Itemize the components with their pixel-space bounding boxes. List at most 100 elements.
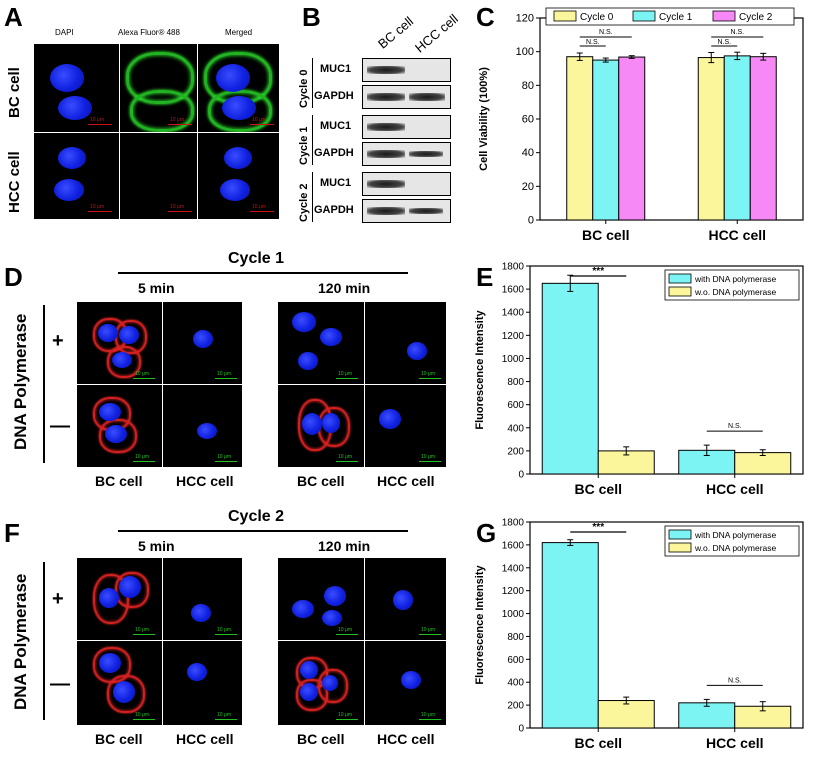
scale-label: 10 μm	[421, 627, 435, 633]
blot-label-muc1: MUC1	[320, 177, 352, 189]
scale-label: 10 μm	[217, 627, 231, 633]
panel-d-xlabel-1: BC cell	[95, 473, 143, 489]
legend-swatch	[712, 10, 736, 22]
scale-label: 10 μm	[90, 117, 104, 123]
scale-label: 10 μm	[421, 454, 435, 460]
nucleus	[58, 147, 86, 169]
scale-bar	[336, 378, 358, 379]
micrograph: 10 μm	[163, 302, 242, 384]
blot-label-muc1: MUC1	[320, 120, 352, 132]
micrograph: 10 μm	[278, 641, 364, 725]
micrograph-bc-merged: 10 μm	[198, 44, 279, 132]
panel-d-xlabel-3: BC cell	[297, 473, 345, 489]
panel-label-b: B	[302, 2, 321, 32]
sig-label: ***	[592, 522, 604, 533]
nucleus	[187, 663, 207, 681]
side-rule	[43, 305, 45, 463]
plot-frame	[529, 265, 804, 475]
scale-label: 10 μm	[170, 204, 184, 210]
panel-f-time1: 5 min	[138, 538, 175, 554]
y-tick-label: 100	[516, 46, 534, 58]
nucleus	[119, 326, 139, 344]
nucleus	[393, 590, 413, 610]
scale-label: 10 μm	[217, 712, 231, 718]
band	[409, 151, 443, 157]
legend-label: with DNA polymerase	[694, 530, 777, 540]
scale-bar	[168, 124, 192, 125]
panel-label-d: D	[4, 262, 23, 292]
scale-label: 10 μm	[135, 712, 149, 718]
nucleus	[379, 409, 401, 429]
panel-d-cycle: Cycle 1	[228, 250, 285, 267]
nucleus	[58, 96, 92, 120]
scale-label: 10 μm	[338, 712, 352, 718]
blot-label-gapdh: GAPDH	[314, 147, 354, 159]
blot-group-cycle2: Cycle 2	[298, 183, 310, 222]
scale-label: 10 μm	[252, 117, 266, 123]
row-label-hcc: HCC cell	[6, 151, 23, 213]
side-rule	[43, 562, 45, 720]
panel-f-cycle: Cycle 2	[228, 508, 285, 525]
membrane-signal	[107, 346, 141, 378]
band	[409, 208, 443, 214]
micrograph: 10 μm	[77, 302, 162, 384]
panel-d-plus: +	[52, 330, 64, 352]
nucleus	[197, 423, 217, 439]
micrograph: 10 μm	[365, 385, 446, 467]
nucleus	[300, 661, 318, 679]
panel-d-xlabel-4: HCC cell	[377, 473, 435, 489]
nucleus	[322, 413, 340, 433]
nucleus	[224, 147, 252, 169]
scale-bar	[336, 461, 358, 462]
membrane-signal	[130, 90, 194, 132]
nucleus	[113, 681, 135, 703]
sig-label: ***	[592, 266, 604, 277]
micrograph: 10 μm	[163, 385, 242, 467]
band	[367, 150, 405, 158]
scale-bar	[419, 719, 441, 720]
micrograph: 10 μm	[77, 385, 162, 467]
legend-label: Cycle 1	[659, 12, 693, 23]
scale-label: 10 μm	[338, 371, 352, 377]
scale-label: 10 μm	[338, 627, 352, 633]
panel-d-time2: 120 min	[318, 280, 371, 296]
scale-label: 10 μm	[421, 371, 435, 377]
y-tick-label: 1800	[502, 518, 525, 529]
panel-d-minus: —	[50, 415, 70, 437]
x-tick-label: BC cell	[575, 481, 622, 497]
bar-w-o-dna-polymerase	[597, 700, 655, 729]
y-tick-label: 0	[528, 215, 534, 227]
sig-label: N.S.	[717, 39, 731, 46]
legend-swatch	[553, 10, 577, 22]
nucleus	[193, 330, 213, 348]
y-tick-label: 200	[507, 701, 524, 712]
y-tick-label: 1600	[502, 540, 525, 551]
y-tick-label: 600	[507, 400, 524, 411]
scale-label: 10 μm	[217, 371, 231, 377]
legend-swatch	[668, 529, 692, 540]
blot-label-gapdh: GAPDH	[314, 90, 354, 102]
sig-label: N.S.	[728, 677, 742, 684]
nucleus	[105, 425, 127, 443]
scale-label: 10 μm	[338, 454, 352, 460]
x-tick-label: HCC cell	[706, 481, 764, 497]
y-tick-label: 800	[507, 632, 524, 643]
micrograph-hcc-merged: 10 μm	[198, 133, 279, 219]
membrane-signal	[208, 90, 272, 132]
y-tick-label: 120	[516, 13, 534, 25]
y-axis-label: Cell Viability (100%)	[478, 67, 490, 171]
bar-cycle-0	[697, 57, 725, 221]
y-tick-label: 800	[507, 377, 524, 388]
scale-bar	[419, 634, 441, 635]
chart-c: 0 20 40 60 80 100 120 Cell Viability (100%) BC c…	[478, 7, 804, 243]
nucleus	[50, 64, 84, 92]
micrograph: 10 μm	[365, 558, 446, 640]
y-tick-label: 40	[522, 147, 534, 159]
sig-label: N.S.	[730, 29, 744, 36]
membrane-signal	[126, 52, 194, 104]
nucleus	[407, 342, 427, 360]
panel-f-time2: 120 min	[318, 538, 371, 554]
y-axis-label: Fluorescence Intensity	[474, 565, 486, 685]
scale-label: 10 μm	[170, 117, 184, 123]
micrograph: 10 μm	[163, 558, 242, 640]
